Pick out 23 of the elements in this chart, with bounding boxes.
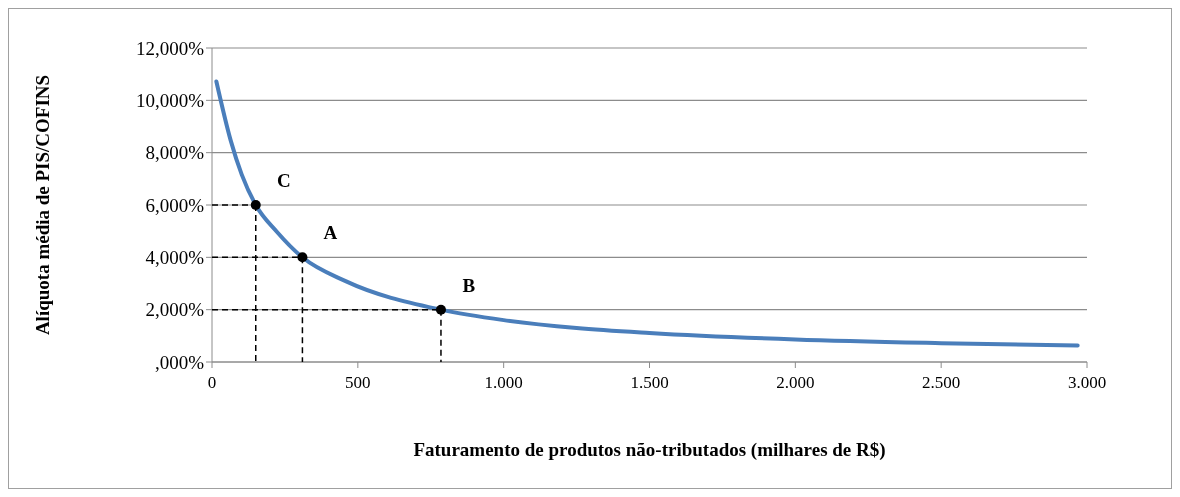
y-tick-label: 8,000% <box>145 142 205 164</box>
x-axis-title: Faturamento de produtos não-tributados (milhares de R$) <box>413 439 886 461</box>
y-tick-label: 6,000% <box>145 194 205 216</box>
point <box>250 200 261 210</box>
y-tick-label: 10,000% <box>135 90 205 112</box>
x-tick-label: 1.000 <box>484 373 523 393</box>
annotation: C <box>276 170 291 191</box>
y-tick-label: 12,000% <box>135 37 205 59</box>
annotation: A <box>323 222 338 244</box>
annotation: B <box>462 274 476 296</box>
y-tick-label: 4,000% <box>145 247 205 269</box>
y-tick-label: ,000% <box>154 351 205 373</box>
line-series <box>214 79 1080 348</box>
point <box>297 252 308 263</box>
x-tick-label: 2.000 <box>776 373 815 393</box>
x-tick-label: 3.000 <box>1067 373 1107 393</box>
x-tick-label: 1.500 <box>630 373 669 393</box>
x-tick-label: 2.500 <box>922 373 961 393</box>
x-tick-label: 500 <box>345 373 371 393</box>
y-tick-label: 2,000% <box>145 299 205 321</box>
x-tick-label: 0 <box>207 373 217 393</box>
y-axis-title: Alíquota média de PIS/COFINS <box>32 74 54 336</box>
point <box>435 304 446 315</box>
